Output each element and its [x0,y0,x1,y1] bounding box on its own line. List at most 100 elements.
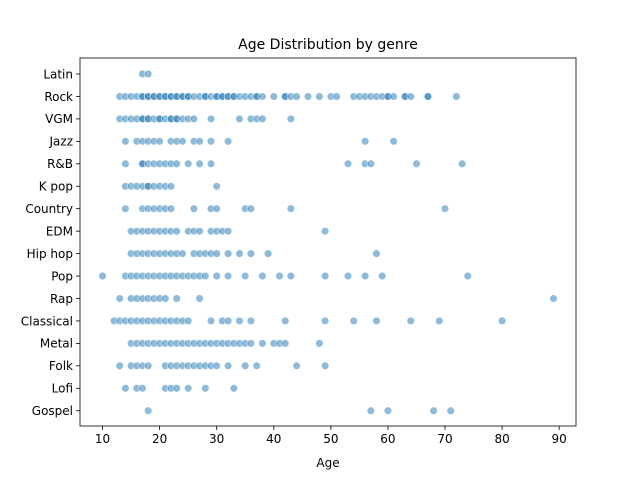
point-jazz-0 [121,137,130,146]
x-tick-label-20: 20 [152,432,167,446]
point-hip-hop-18 [264,249,273,258]
point-pop-25 [378,271,387,281]
y-tick-label-jazz: Jazz [49,135,74,149]
point-edm-16 [321,227,330,236]
point-vgm-20 [235,114,244,123]
y-tick-label-rap: Rap [50,292,73,306]
point-classical-25 [498,316,507,326]
x-tick-label-80: 80 [494,432,509,446]
y-tick-label-classical: Classical [21,314,73,328]
point-lofi-7 [201,384,210,393]
x-axis-label: Age [316,456,339,470]
y-tick-label-metal: Metal [40,337,73,351]
point-rap-8 [172,294,181,303]
point-rock-45 [292,92,301,101]
point-hip-hop-16 [235,249,244,258]
point-folk-19 [321,361,330,370]
point-edm-15 [224,227,233,236]
point-classical-23 [406,316,415,326]
point-pop-21 [286,271,296,281]
point-vgm-24 [286,114,296,123]
data-points [98,69,558,415]
point-vgm-19 [206,114,216,123]
point-gospel-1 [366,406,375,415]
point-country-13 [440,204,450,213]
point-gospel-4 [446,406,455,415]
x-tick-label-60: 60 [380,432,395,446]
y-tick-label-lofi: Lofi [52,382,73,396]
point-gospel-2 [383,406,393,415]
point-jazz-12 [224,137,233,146]
point-pop-22 [321,271,330,281]
point-rap-7 [161,294,170,303]
point-vgm-18 [189,114,198,123]
y-tick-label-r-b: R&B [47,157,73,171]
point-classical-22 [372,316,381,326]
point-k-pop-10 [212,182,221,191]
chart-title: Age Distribution by genre [238,37,418,53]
point-folk-15 [224,361,233,370]
x-tick-label-10: 10 [95,432,110,446]
point-classical-14 [206,316,216,326]
point-jazz-14 [389,137,398,146]
point-pop-19 [258,271,267,281]
point-classical-16 [224,316,233,326]
point-jazz-11 [206,137,216,146]
point-r-b-12 [343,159,353,168]
point-classical-24 [435,316,444,326]
point-pop-24 [361,271,370,281]
point-lofi-8 [229,384,238,393]
point-edm-8 [172,227,181,236]
x-tick-label-50: 50 [323,432,338,446]
y-tick-label-country: Country [25,202,73,216]
point-pop-23 [343,271,353,281]
plot-frame [79,57,577,427]
point-classical-19 [281,316,290,326]
point-rock-47 [315,92,324,101]
point-country-9 [212,204,221,213]
point-rock-46 [303,92,313,101]
point-hip-hop-17 [246,249,255,258]
point-pop-0 [98,271,107,281]
y-tick-label-rock: Rock [44,90,73,104]
point-pop-16 [212,271,221,281]
x-tick-label-40: 40 [266,432,281,446]
point-r-b-0 [121,159,130,168]
point-gospel-3 [429,406,438,415]
x-tick-label-70: 70 [437,432,452,446]
point-jazz-10 [195,137,204,146]
point-rap-0 [115,294,124,303]
point-pop-15 [201,271,210,281]
point-k-pop-9 [166,182,176,191]
point-folk-17 [252,361,261,370]
point-folk-4 [144,361,153,370]
point-folk-16 [241,361,250,370]
point-rock-49 [332,92,341,101]
point-classical-17 [235,316,244,326]
point-hip-hop-9 [178,249,187,258]
point-rock-40 [258,92,267,101]
point-rap-10 [549,294,558,303]
point-classical-20 [321,316,330,326]
point-classical-21 [349,316,358,326]
point-r-b-8 [172,159,181,168]
point-rock-58 [389,92,398,101]
y-tick-label-vgm: VGM [45,112,73,126]
point-r-b-10 [195,159,204,168]
point-rock-61 [406,92,415,101]
point-rock-63 [423,92,433,101]
y-tick-label-edm: EDM [46,224,73,238]
y-tick-label-pop: Pop [51,269,73,283]
point-r-b-16 [458,159,467,168]
point-hip-hop-14 [212,249,221,258]
point-folk-0 [115,361,124,370]
point-metal-21 [246,339,255,348]
point-pop-26 [463,271,472,281]
y-tick-label-folk: Folk [49,359,73,373]
x-axis: 10 20 30 40 50 60 70 80 90 [95,426,567,446]
point-rap-9 [195,294,204,303]
point-rock-41 [269,92,278,101]
point-rock-64 [452,92,461,101]
point-jazz-13 [361,137,370,146]
x-tick-label-30: 30 [209,432,224,446]
